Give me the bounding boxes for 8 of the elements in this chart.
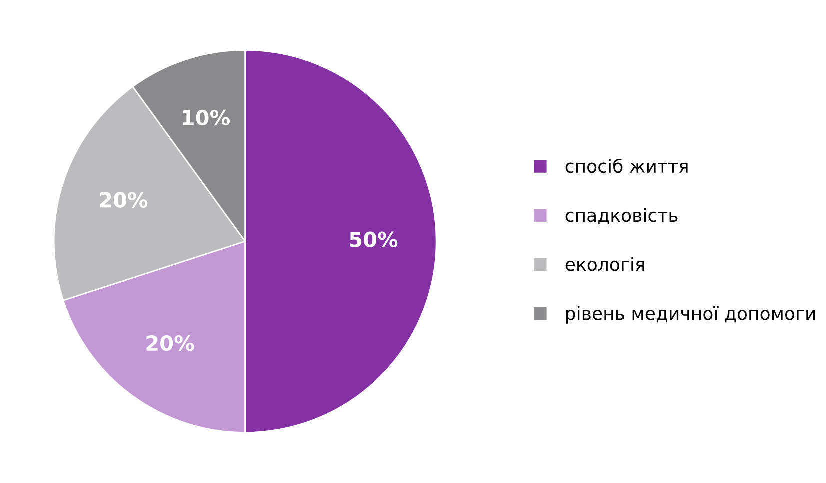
data-label: 20% xyxy=(146,335,194,352)
legend-label: екологія xyxy=(566,257,644,272)
legend-label: спадковість xyxy=(566,208,678,224)
data-label: 50% xyxy=(350,232,398,248)
legend-label: рівень медичної допомоги xyxy=(566,306,816,324)
data-label: 20% xyxy=(100,192,148,208)
legend-label: спосіб життя xyxy=(566,158,688,174)
data-label: 10% xyxy=(183,110,230,126)
